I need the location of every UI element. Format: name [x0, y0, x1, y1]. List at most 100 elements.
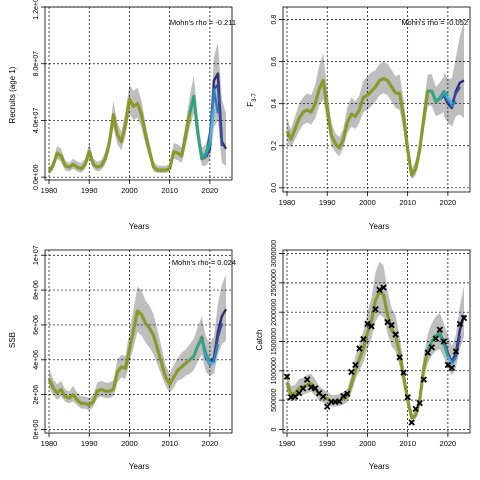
- ylabel-recruits: Recruits (age 1): [8, 66, 17, 123]
- peel-band: [205, 274, 226, 376]
- observed-point: [416, 399, 423, 407]
- y-tick-label: 2e+06: [33, 385, 40, 405]
- series-line-main: [47, 94, 207, 173]
- observed-point: [311, 385, 319, 392]
- observed-point: [392, 331, 399, 338]
- observed-point: [283, 373, 291, 380]
- observed-point: [452, 348, 460, 355]
- plot-area-recruits: 1980 1990 2000 2010 2020 0.0e+00 4.0e+07 8.0e+0…: [33, 0, 233, 195]
- y-tick-label: 0.2: [271, 141, 278, 151]
- ylabel-ssb: SSB: [8, 332, 17, 348]
- ylabel-fbar: F3-7: [246, 93, 258, 107]
- x-tick-label: 2010: [399, 439, 416, 448]
- observed-point: [352, 361, 359, 369]
- x-tick-label: 2000: [359, 198, 376, 207]
- observed-point: [456, 320, 464, 328]
- panel-recruits: 1980 1990 2000 2010 2020 0.0e+00 4.0e+07 8.0e+0…: [8, 0, 236, 231]
- confidence-band: [49, 75, 206, 175]
- confidence-band: [49, 286, 206, 411]
- y-tick-label: 8e+06: [33, 280, 40, 300]
- observed-point: [319, 393, 327, 400]
- xlabel-recruits: Years: [129, 222, 149, 231]
- y-tick-label: 4.0e+07: [33, 108, 40, 134]
- panel-catch: 1980 1990 2000 2010 2020 0 500000 1000000 150000…: [255, 240, 471, 471]
- y-tick-label: 3000000: [271, 240, 278, 267]
- observed-point: [436, 326, 444, 334]
- ylabel-fbar-main: F: [246, 102, 255, 107]
- x-tick-label: 2010: [399, 198, 416, 207]
- y-tick-label: 4e+06: [33, 350, 40, 370]
- observed-point: [360, 335, 367, 343]
- series-line-peel-5: [427, 89, 449, 103]
- observed-point: [420, 376, 427, 383]
- plot-frame: [282, 6, 471, 193]
- xlabel-ssb: Years: [129, 462, 149, 471]
- observed-point: [412, 405, 419, 413]
- x-tick-label: 2020: [440, 198, 457, 207]
- observed-point: [324, 403, 331, 410]
- x-tick-label: 1990: [81, 439, 98, 448]
- y-tick-label: 0: [271, 427, 278, 431]
- rho-recruits: Mohn's rho = -0.211: [170, 18, 236, 27]
- x-tick-label: 1990: [319, 198, 336, 207]
- y-tick-label: 0e+00: [33, 420, 40, 440]
- plot-frame: [44, 6, 233, 181]
- observed-point: [303, 376, 311, 383]
- x-tick-label: 1980: [279, 198, 296, 207]
- plot-area-catch: 1980 1990 2000 2010 2020 0 500000 1000000 150000…: [271, 240, 471, 448]
- plot-area-ssb: 1980 1990 2000 2010 2020 0e+00 2e+06 4e+06 6e+06…: [33, 245, 233, 448]
- x-tick-label: 1980: [279, 439, 296, 448]
- observed-point: [428, 344, 436, 351]
- rho-fbar: Mohn's rho = -0.052: [401, 18, 468, 27]
- x-tick-label: 2000: [121, 439, 138, 448]
- observed-point: [372, 306, 379, 313]
- x-tick-label: 2010: [161, 186, 178, 195]
- panel-fbar: 1980 1990 2000 2010 2020 0.0 0.2 0.4 0.6 0.8 F3-7…: [246, 6, 471, 231]
- xlabel-catch: Years: [369, 462, 389, 471]
- observed-point: [348, 368, 355, 376]
- series-line-main: [47, 309, 208, 407]
- observed-point: [376, 286, 383, 294]
- confidence-band: [287, 53, 444, 180]
- series-line-peel-5: [426, 333, 450, 358]
- y-tick-label: 1500000: [271, 328, 278, 355]
- y-tick-label: 0.8: [271, 15, 278, 25]
- x-tick-label: 1990: [319, 439, 336, 448]
- x-tick-label: 1990: [81, 186, 98, 195]
- y-tick-label: 500000: [271, 388, 278, 411]
- peel-band: [443, 19, 464, 127]
- observed-point: [388, 321, 395, 329]
- observed-point: [364, 320, 371, 328]
- observed-point: [295, 389, 303, 397]
- observed-point: [299, 385, 307, 392]
- y-tick-label: 6e+06: [33, 315, 40, 335]
- observed-point: [396, 354, 403, 361]
- series-line-main: [285, 76, 446, 177]
- x-tick-label: 2010: [161, 439, 178, 448]
- observed-point: [400, 369, 407, 376]
- rho-ssb: Mohn's rho = 0.024: [172, 258, 236, 267]
- y-tick-label: 2500000: [271, 269, 278, 296]
- plot-frame: [44, 249, 233, 434]
- y-tick-label: 0.0: [271, 183, 278, 193]
- observed-point: [448, 364, 456, 372]
- y-tick-label: 2000000: [271, 298, 278, 325]
- x-tick-label: 2000: [121, 186, 138, 195]
- x-tick-label: 1980: [41, 186, 58, 195]
- series-line-peel-5: [189, 337, 211, 363]
- x-tick-label: 2000: [359, 439, 376, 448]
- observed-point: [344, 390, 351, 397]
- observed-point: [380, 284, 387, 291]
- observed-point: [408, 419, 415, 426]
- ylabel-fbar-sub: 3-7: [252, 93, 258, 102]
- observed-point: [440, 338, 448, 345]
- observed-point: [404, 393, 411, 401]
- y-tick-label: 0.6: [271, 57, 278, 67]
- series-line-peel-5: [188, 95, 212, 159]
- observed-point: [336, 398, 343, 405]
- xlabel-fbar: Years: [369, 222, 389, 231]
- y-tick-label: 1e+07: [33, 245, 40, 265]
- observed-point: [432, 335, 440, 342]
- y-tick-label: 1.2e+08: [33, 0, 40, 20]
